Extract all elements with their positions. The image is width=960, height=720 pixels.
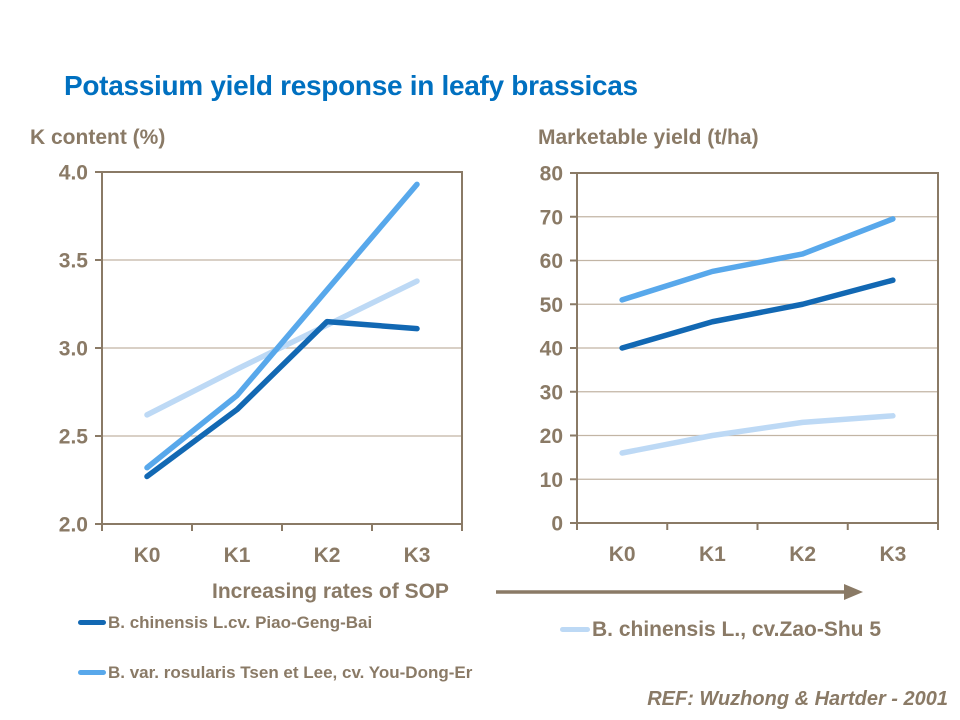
x-tick-label: K2 [789,543,816,566]
y-tick-label: 20 [540,425,563,448]
series-swatch-dark-blue [78,620,106,625]
legend-item: B. chinensis L., cv.Zao-Shu 5 [560,617,881,643]
x-tick-label: K1 [699,543,726,566]
y-tick-label: 10 [540,469,563,492]
x-tick-label: K0 [134,544,161,567]
legend-label: B. var. rosularis Tsen et Lee, cv. You-D… [108,663,473,682]
arrow-head [844,584,863,600]
y-tick-label: 3.5 [59,250,89,273]
y-tick-label: 40 [540,338,563,361]
x-tick-label: K2 [314,544,341,567]
y-tick-label: 80 [540,163,563,186]
legend-item: B. chinensis L.cv. Piao-Geng-Bai [78,611,372,635]
y-tick-label: 2.5 [59,426,89,449]
x-tick-label: K3 [404,544,431,567]
y-tick-label: 4.0 [59,162,88,185]
series-line [619,277,896,351]
legend-label: B. chinensis L., cv.Zao-Shu 5 [592,618,882,641]
marketable-yield-chart: 80 70 60 50 40 30 20 10 0 K0 K1 K2 K3 [540,163,939,566]
x-tick-label: K0 [609,543,636,566]
page-title: Potassium yield response in leafy brassi… [64,70,638,101]
right-arrow-icon [496,584,863,600]
y-tick-label: 2.0 [59,514,88,537]
legend-item: B. var. rosularis Tsen et Lee, cv. You-D… [78,661,508,685]
y-tick-label: 50 [540,294,563,317]
y-tick-label: 60 [540,250,563,273]
series-line [619,413,896,456]
y-tick-label: 0 [551,513,563,536]
series-line [144,181,420,471]
series-line [619,216,896,303]
y-tick-label: 70 [540,206,563,229]
series-swatch-light-blue [560,627,590,632]
left-chart-axis-title: K content (%) [30,126,166,149]
legend-label: B. chinensis L.cv. Piao-Geng-Bai [108,613,373,632]
right-chart-axis-title: Marketable yield (t/ha) [538,126,759,149]
y-tick-label: 3.0 [59,338,88,361]
series-swatch-medium-blue [78,670,106,675]
series-line [144,278,420,418]
k-content-chart: 4.0 3.5 3.0 2.5 2.0 K0 K1 K2 K3 [59,162,463,567]
series-line [144,318,420,480]
x-tick-label: K1 [224,544,251,567]
reference-note: REF: Wuzhong & Hartder - 2001 [647,688,948,710]
x-tick-label: K3 [879,543,906,566]
y-tick-label: 30 [540,381,563,404]
x-axis-note: Increasing rates of SOP [212,580,449,603]
